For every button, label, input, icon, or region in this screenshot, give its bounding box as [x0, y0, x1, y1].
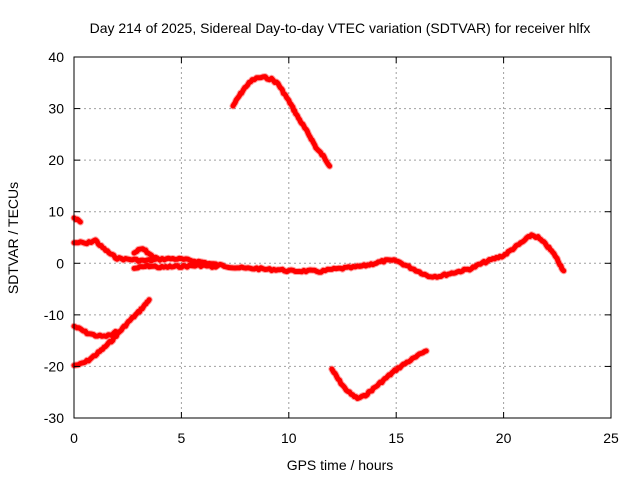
x-tick-label: 25 [603, 430, 619, 446]
y-tick-label: 10 [48, 204, 64, 220]
y-tick-label: -10 [44, 307, 64, 323]
plot-frame [73, 56, 612, 419]
series-arc-e [71, 323, 120, 339]
series-arc-d [131, 262, 219, 271]
y-tick-label: 0 [56, 255, 64, 271]
x-tick-label: 10 [281, 430, 297, 446]
y-tick-label: -30 [44, 410, 64, 426]
series-arc-a [71, 215, 83, 225]
x-axis-title: GPS time / hours [287, 457, 394, 473]
x-tick-label: 5 [178, 430, 186, 446]
series-arc-b-edge [70, 231, 568, 281]
x-tick-label: 0 [70, 430, 78, 446]
series-arc-f-edge [70, 296, 153, 369]
x-tick-label: 20 [496, 430, 512, 446]
series-arc-c-edge [130, 245, 160, 262]
series-arc-d-edge [130, 261, 220, 272]
y-axis-title: SDTVAR / TECUs [5, 182, 21, 294]
series-arc-h [329, 348, 429, 401]
grid-layer [74, 57, 611, 418]
x-tick-label: 15 [388, 430, 404, 446]
series-arc-a-edge [70, 214, 84, 226]
y-tick-label: 20 [48, 152, 64, 168]
y-tick-label: 30 [48, 101, 64, 117]
y-tick-label: -20 [44, 358, 64, 374]
series-arc-g [230, 74, 333, 169]
chart-title: Day 214 of 2025, Sidereal Day-to-day VTE… [90, 20, 591, 36]
tick-layer [73, 56, 612, 419]
series-arc-e-edge [70, 322, 121, 340]
series-arc-f [71, 297, 152, 368]
label-layer: 0 5 10 15 20 25 -30 -20 -10 0 10 20 30 40 [44, 49, 619, 446]
series-layer [70, 73, 568, 402]
series-arc-g-edge [229, 73, 334, 170]
series-arc-b [71, 232, 567, 280]
y-tick-label: 40 [48, 49, 64, 65]
series-arc-h-edge [328, 347, 430, 402]
series-arc-c [131, 246, 159, 261]
